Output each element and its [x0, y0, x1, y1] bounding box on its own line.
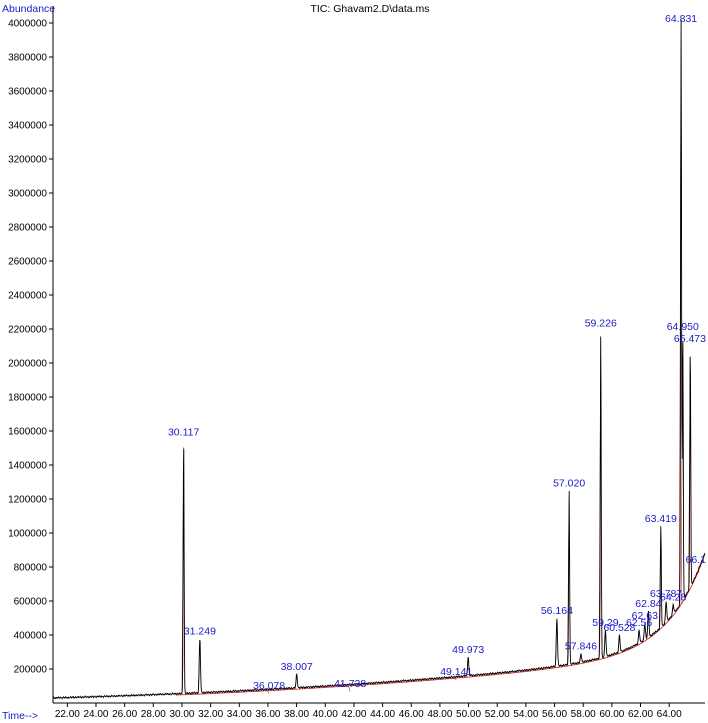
y-tick-label: 3600000: [8, 87, 47, 98]
peak-label: 59.29: [592, 617, 618, 629]
peak-label: 62.84: [635, 598, 661, 610]
y-tick-label: 1800000: [8, 393, 47, 404]
peak-label: 36.078: [253, 680, 285, 692]
y-tick-label: 1200000: [8, 495, 47, 506]
x-axis-label: Time-->: [2, 710, 38, 722]
x-tick-label: 40.00: [313, 709, 338, 720]
peak-label: 64.831: [665, 13, 697, 25]
peak-label: 63.419: [645, 513, 677, 525]
peak-label: 60.528: [603, 622, 635, 634]
y-tick-label: 200000: [14, 665, 48, 676]
peak-label: 49.141: [440, 666, 472, 678]
peak-label: 57.846: [565, 641, 597, 653]
y-tick-label: 3200000: [8, 155, 47, 166]
x-tick-label: 30.00: [169, 709, 194, 720]
axes: [52, 6, 705, 704]
chart-title: TIC: Ghavam2.D\data.ms: [310, 3, 429, 15]
x-tick-label: 42.00: [341, 709, 366, 720]
x-tick-label: 50.00: [456, 709, 481, 720]
y-tick-label: 600000: [14, 597, 48, 608]
peak-label: 62.63: [632, 610, 658, 622]
peak-label: 59.226: [585, 318, 617, 330]
peak-label: 38.007: [281, 661, 313, 673]
peak-integration-line: [267, 690, 270, 694]
y-tick-label: 2400000: [8, 291, 47, 302]
y-tick-label: 2600000: [8, 257, 47, 268]
peak-label: 63.787: [650, 588, 682, 600]
integration-baseline: [176, 553, 706, 696]
y-tick-label: 1600000: [8, 427, 47, 438]
x-tick-label: 22.00: [55, 709, 80, 720]
tic-trace: [52, 19, 706, 700]
y-tick-label: 800000: [14, 563, 48, 574]
y-tick-label: 2000000: [8, 359, 47, 370]
x-tick-label: 26.00: [112, 709, 137, 720]
x-tick-label: 54.00: [513, 709, 538, 720]
y-tick-label: 2800000: [8, 223, 47, 234]
y-axis-label: Abundance: [2, 3, 55, 15]
x-tick-label: 52.00: [485, 709, 510, 720]
x-tick-label: 48.00: [427, 709, 452, 720]
x-tick-label: 32.00: [198, 709, 223, 720]
y-tick-label: 3000000: [8, 189, 47, 200]
peak-label: 64.950: [667, 321, 699, 333]
peak-integration-line: [348, 685, 351, 692]
peak-integration-line: [454, 678, 457, 681]
peak-label: 65.473: [674, 333, 706, 345]
trace-group: [52, 19, 706, 700]
x-tick-label: 56.00: [542, 709, 567, 720]
baseline-lines: [176, 40, 706, 696]
x-tick-label: 46.00: [399, 709, 424, 720]
peak-label: 30.117: [168, 427, 199, 439]
x-tick-label: 58.00: [571, 709, 596, 720]
peak-label: 56.164: [541, 605, 573, 617]
y-tick-label: 400000: [14, 631, 48, 642]
y-tick-label: 1000000: [8, 529, 47, 540]
x-tick-label: 34.00: [227, 709, 252, 720]
x-tick-label: 24.00: [83, 709, 108, 720]
y-tick-label: 3800000: [8, 53, 47, 64]
y-tick-label: 2200000: [8, 325, 47, 336]
peak-label: 49.973: [452, 644, 484, 656]
x-tick-label: 64.00: [657, 709, 682, 720]
x-tick-label: 36.00: [255, 709, 280, 720]
peak-labels: 30.117 31.249 36.078 38.007 41.738 49.141 49.9…: [168, 13, 706, 692]
peak-label: 66.1: [686, 554, 707, 566]
peak-label: 31.249: [184, 625, 216, 637]
y-tick-label: 1400000: [8, 461, 47, 472]
peak-label: 57.020: [553, 478, 585, 490]
y-tick-label: 3400000: [8, 121, 47, 132]
peak-label: 41.738: [334, 678, 366, 690]
x-tick-label: 60.00: [599, 709, 624, 720]
x-tick-label: 28.00: [141, 709, 166, 720]
x-tick-label: 44.00: [370, 709, 395, 720]
peak-label: 64.28: [660, 591, 686, 603]
x-tick-label: 62.00: [628, 709, 653, 720]
y-ticks: 200000 400000 600000 800000 1000000 1200000 14…: [8, 19, 53, 676]
peak-label: 62.56: [626, 617, 652, 629]
y-tick-label: 4000000: [8, 19, 47, 30]
x-ticks: 22.00 24.00 26.00 28.00 30.00 32.00 34.00 36.00…: [55, 703, 682, 720]
x-tick-label: 38.00: [284, 709, 309, 720]
